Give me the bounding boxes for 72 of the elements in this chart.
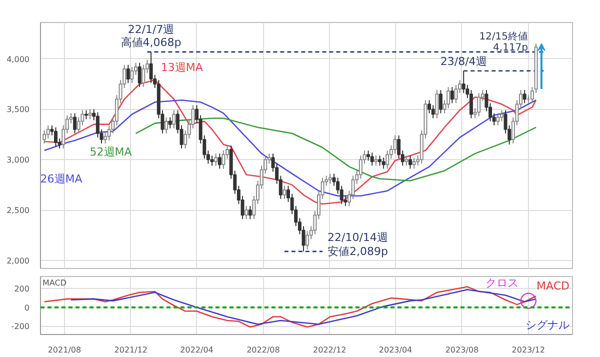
candlestick — [244, 205, 248, 220]
candlestick — [366, 150, 370, 162]
y-axis-title: MACD — [42, 278, 66, 288]
candlestick — [454, 84, 458, 104]
candlestick — [393, 134, 397, 154]
x-tick-label: 2023/08 — [445, 346, 479, 354]
candlestick — [126, 64, 130, 84]
candlestick — [164, 116, 168, 134]
series-label: 13週MA — [160, 60, 204, 74]
candlestick — [142, 64, 146, 88]
candlestick — [172, 110, 176, 129]
y-tick-label: 200 — [14, 284, 30, 294]
annotation: 23/8/4週 — [440, 54, 487, 68]
candlestick — [496, 112, 500, 126]
candlestick — [328, 173, 332, 184]
candlestick — [462, 70, 466, 94]
candlestick — [404, 155, 408, 166]
y-tick-label: -200 — [11, 322, 30, 332]
x-tick-label: 2022/04 — [180, 346, 214, 354]
candlestick — [500, 110, 504, 122]
candlestick — [84, 110, 88, 120]
candlestick — [446, 86, 450, 109]
candlestick — [214, 153, 218, 166]
candlestick — [42, 130, 46, 144]
candlestick — [302, 226, 306, 252]
candlestick — [438, 90, 442, 114]
series-label: MACD — [536, 280, 570, 292]
y-tick-label: 2,500 — [6, 206, 30, 216]
x-tick-label: 2023/04 — [378, 346, 412, 354]
y-tick-label: 0 — [24, 303, 30, 312]
x-tick-label: 2023/12 — [512, 346, 546, 354]
candlestick — [54, 126, 58, 148]
y-tick-label: 4,000 — [6, 54, 30, 64]
candlestick — [477, 92, 481, 117]
candlestick — [522, 90, 526, 104]
candlestick — [370, 152, 374, 166]
x-tick-label: 2021/08 — [48, 346, 82, 354]
annotation: 22/10/14週 — [328, 230, 388, 244]
candlestick — [382, 157, 386, 170]
candlestick — [210, 155, 214, 166]
candlestick — [73, 112, 77, 134]
candlestick — [218, 153, 222, 170]
annotation: 12/15終値 — [479, 30, 528, 42]
y-tick-label: 3,500 — [6, 105, 30, 114]
candlestick — [408, 155, 412, 170]
series-label: 52週MA — [90, 145, 132, 158]
line-series — [44, 286, 537, 328]
candlestick — [88, 108, 92, 120]
y-tick-label: 2,000 — [6, 256, 30, 266]
series-label: シグナル — [526, 318, 570, 332]
annotation: 22/1/7週 — [128, 22, 174, 36]
candlestick — [450, 86, 454, 104]
candlestick — [374, 155, 378, 166]
annotation: クロス — [485, 276, 518, 290]
candlestick — [378, 155, 382, 166]
x-tick-label: 2022/12 — [313, 346, 346, 354]
annotation: 4,117p — [493, 42, 528, 54]
x-tick-label: 2022/08 — [246, 346, 280, 354]
candlestick — [130, 66, 134, 84]
candlestick — [248, 205, 252, 220]
text: 26週MA — [40, 172, 83, 186]
x-tick-label: 2021/12 — [114, 346, 148, 354]
candlestick — [222, 150, 226, 170]
annotation: 高値4,068p — [120, 36, 182, 49]
line-series — [135, 118, 537, 182]
y-tick-label: 3,000 — [6, 156, 30, 165]
annotation: 安値2,089p — [328, 244, 388, 258]
candlestick — [282, 185, 286, 200]
candlestick — [435, 90, 439, 119]
candlestick — [138, 62, 142, 88]
candlestick — [412, 157, 416, 170]
candlestick — [168, 116, 172, 129]
